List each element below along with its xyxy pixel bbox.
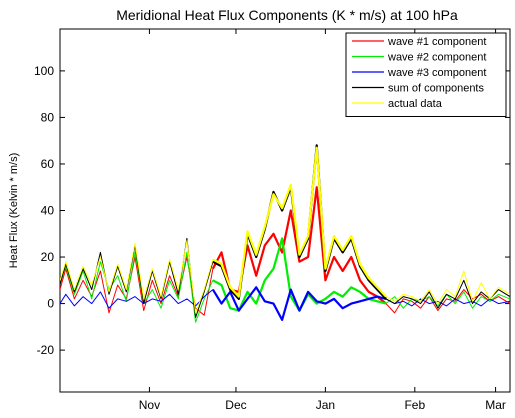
series-highlight-1 [211, 186, 387, 305]
legend-label: wave #1 component [387, 36, 486, 48]
legend-label: actual data [388, 98, 443, 110]
y-tick-label: 40 [41, 204, 55, 218]
x-tick-label: Dec [225, 398, 246, 412]
series-group [60, 144, 510, 323]
series-highlight-3 [211, 286, 387, 321]
y-tick-label: 60 [41, 157, 55, 171]
x-tick-label: Mar [485, 398, 506, 412]
series-highlight-5 [212, 146, 387, 298]
x-tick-label: Jan [316, 398, 335, 412]
y-tick-label: 80 [41, 110, 55, 124]
legend-label: wave #2 component [387, 52, 486, 64]
y-axis-label: Heat Flux (Kelvin * m/s) [8, 153, 20, 269]
legend: wave #1 component wave #2 component wave #… [345, 32, 507, 117]
plot-area: -20 0 20 40 60 80 100 Nov Dec Jan Feb Mar [34, 28, 511, 412]
y-tick-label: 100 [34, 64, 54, 78]
y-tick-label: -20 [37, 343, 55, 357]
series-highlight-4 [212, 144, 387, 300]
y-tick-label: 20 [41, 250, 55, 264]
legend-label: wave #3 component [387, 67, 486, 79]
x-tick-label: Nov [139, 398, 160, 412]
chart-title: Meridional Heat Flux Components (K * m/s… [116, 7, 458, 23]
x-tick-label: Feb [404, 398, 425, 412]
legend-label: sum of components [388, 83, 484, 95]
y-tick-label: 0 [47, 297, 54, 311]
